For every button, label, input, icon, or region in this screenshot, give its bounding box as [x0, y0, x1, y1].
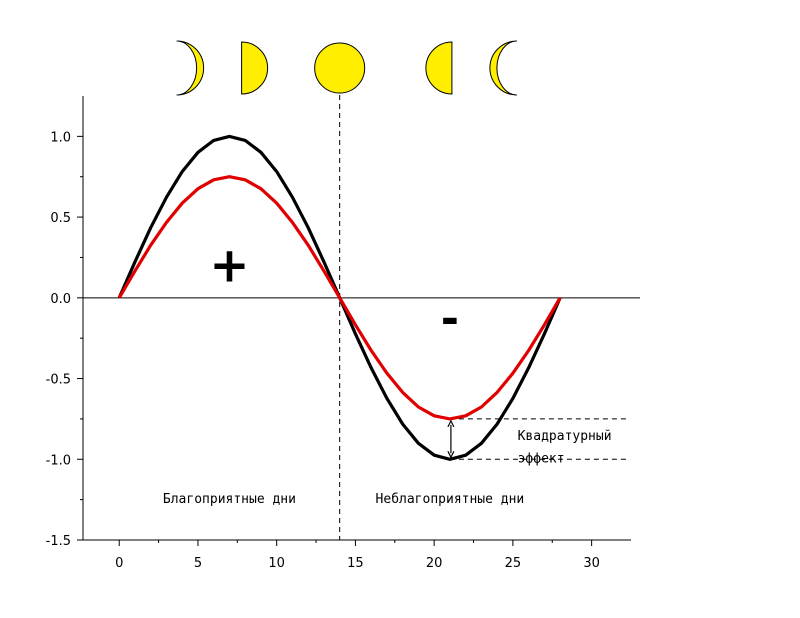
waxing-crescent-icon	[176, 40, 205, 96]
y-tick-label: -1.0	[46, 453, 71, 468]
x-axis-ticks: 0 5 10 15 20 25 30	[115, 540, 600, 571]
y-tick-label: -1.5	[46, 534, 71, 549]
waning-crescent-icon	[489, 40, 517, 96]
x-tick-label: 30	[583, 556, 600, 571]
quadrature-effect-label-line1: Квадратурный	[518, 429, 612, 444]
reference-lines	[83, 95, 640, 540]
arrow-head-up	[447, 419, 455, 428]
axes	[82, 96, 631, 541]
moon-phases-row	[176, 40, 517, 96]
x-tick-label: 0	[115, 556, 123, 571]
series-line-red	[117, 175, 562, 421]
full-moon-icon	[314, 42, 366, 94]
minus-sign-label: -	[441, 293, 459, 344]
plus-sign-label: +	[209, 238, 249, 294]
arrow-head-down	[447, 451, 455, 459]
favorable-days-label: Благоприятные дни	[163, 492, 296, 507]
last-quarter-icon	[425, 41, 453, 95]
y-tick-label: -0.5	[46, 373, 71, 388]
x-tick-label: 5	[194, 556, 202, 571]
annotations: + - Благоприятные дни Неблагоприятные дн…	[163, 238, 612, 507]
x-tick-label: 25	[505, 556, 522, 571]
x-tick-label: 15	[347, 556, 364, 571]
y-axis-ticks: 1.0 0.5 0.0 -0.5 -1.0 -1.5	[46, 130, 83, 549]
unfavorable-days-label: Неблагоприятные дни	[376, 492, 525, 507]
x-tick-label: 20	[426, 556, 443, 571]
y-tick-label: 0.0	[50, 292, 71, 307]
quadrature-effect-label-line2: эффект	[518, 452, 565, 467]
y-tick-label: 0.5	[50, 211, 71, 226]
series-lines	[117, 134, 562, 461]
quadrature-arrow	[447, 419, 455, 459]
first-quarter-icon	[241, 41, 269, 95]
y-tick-label: 1.0	[50, 130, 71, 145]
x-tick-label: 10	[268, 556, 285, 571]
